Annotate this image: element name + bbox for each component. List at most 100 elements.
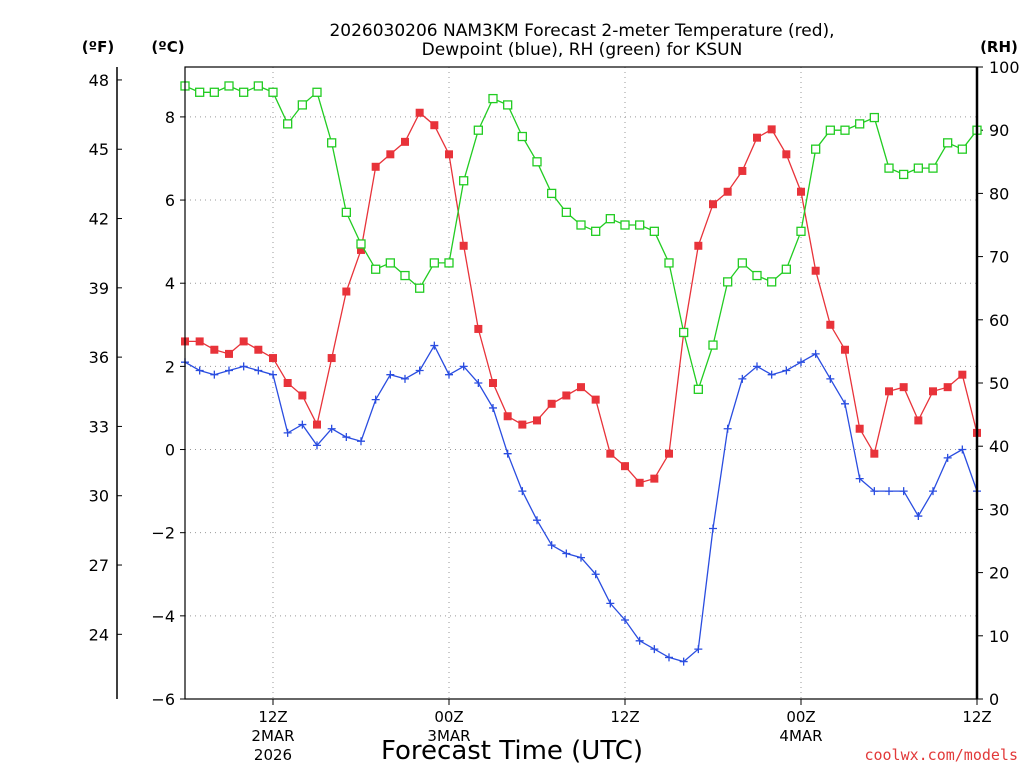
rh-marker <box>796 226 806 236</box>
temp-marker <box>870 449 879 458</box>
fahrenheit-tick-label: 45 <box>89 140 109 159</box>
series-line <box>184 85 978 392</box>
temp-marker <box>445 150 453 159</box>
temp-marker <box>723 187 732 196</box>
temp-marker <box>489 379 497 387</box>
rh-marker <box>283 119 293 129</box>
temp-marker <box>357 245 365 254</box>
rh-marker <box>664 258 674 268</box>
rh-tick-label: 90 <box>989 121 1009 140</box>
fahrenheit-unit-label: (ºF) <box>82 38 114 56</box>
rh-tick-label: 30 <box>989 500 1009 519</box>
celsius-tick-label: 4 <box>165 274 175 293</box>
temp-marker <box>855 424 864 433</box>
series-2 <box>180 81 982 394</box>
dewpoint-marker <box>621 616 629 624</box>
credit-text: coolwx.com/models <box>864 746 1018 764</box>
rh-marker <box>957 144 967 154</box>
temp-marker <box>635 478 644 487</box>
rh-marker <box>371 264 381 274</box>
rh-marker <box>884 163 894 173</box>
rh-marker <box>297 100 307 110</box>
rh-marker <box>327 138 337 148</box>
chart-title-line1: 2026030206 NAM3KM Forecast 2-meter Tempe… <box>329 21 834 41</box>
dewpoint-marker <box>870 487 879 496</box>
temp-marker <box>958 370 967 379</box>
rh-tick-label: 20 <box>989 564 1009 583</box>
dewpoint-marker <box>327 424 336 433</box>
dewpoint-marker <box>269 370 277 379</box>
temp-marker <box>797 187 805 196</box>
temp-marker <box>738 166 747 175</box>
rh-tick-label: 60 <box>989 311 1009 330</box>
rh-marker <box>517 131 527 142</box>
temp-marker <box>430 121 439 130</box>
temp-marker <box>650 474 659 483</box>
rh-marker <box>444 258 454 268</box>
rh-marker <box>840 125 850 135</box>
fahrenheit-tick-label: 27 <box>89 556 109 575</box>
temp-marker <box>459 241 468 250</box>
fahrenheit-tick-label: 42 <box>89 210 109 229</box>
dewpoint-marker <box>474 379 483 387</box>
temp-marker <box>313 420 321 429</box>
rh-tick-label: 100 <box>989 58 1020 77</box>
dewpoint-marker <box>767 370 776 379</box>
dewpoint-marker <box>665 653 673 662</box>
date-label: 2MAR <box>251 727 294 745</box>
dewpoint-marker <box>518 487 527 496</box>
dewpoint-marker <box>386 370 395 379</box>
temp-marker <box>269 354 277 363</box>
dewpoint-marker <box>679 657 688 666</box>
fahrenheit-tick-label: 24 <box>89 625 109 644</box>
temp-marker <box>415 108 424 117</box>
time-tick-label: 12Z <box>258 708 287 726</box>
rh-marker <box>488 93 498 104</box>
rh-marker <box>693 384 703 394</box>
rh-tick-label: 40 <box>989 437 1009 456</box>
temp-marker <box>621 462 629 471</box>
dewpoint-marker <box>225 366 233 375</box>
dewpoint-marker <box>533 516 541 525</box>
temp-marker <box>606 449 615 458</box>
temp-marker <box>503 412 512 421</box>
rh-marker <box>561 207 571 218</box>
temp-marker <box>195 337 204 346</box>
temp-marker <box>767 125 776 134</box>
dewpoint-marker <box>811 349 820 358</box>
rh-marker <box>503 100 513 110</box>
dewpoint-marker <box>782 366 791 375</box>
chart-title-line2: Dewpoint (blue), RH (green) for KSUN <box>422 40 743 60</box>
celsius-tick-label: −2 <box>151 524 175 543</box>
rh-marker <box>869 112 879 123</box>
dewpoint-marker <box>430 341 439 350</box>
temp-marker <box>342 287 351 296</box>
fahrenheit-tick-label: 36 <box>89 348 109 367</box>
rh-marker <box>209 87 219 97</box>
dewpoint-marker <box>401 374 409 383</box>
temp-marker <box>327 354 336 363</box>
temp-marker <box>547 399 556 408</box>
dewpoint-marker <box>929 487 937 496</box>
rh-marker <box>341 207 351 218</box>
dewpoint-marker <box>855 474 864 483</box>
series-0 <box>181 108 981 487</box>
rh-marker <box>855 119 865 129</box>
dewpoint-marker <box>195 366 204 375</box>
rh-marker <box>268 87 278 97</box>
rh-marker <box>400 270 410 281</box>
dewpoint-marker <box>298 420 307 429</box>
rh-marker <box>899 169 909 180</box>
rh-marker <box>723 277 733 287</box>
temp-marker <box>371 162 380 171</box>
rh-marker <box>679 327 689 338</box>
time-tick-label: 12Z <box>610 708 639 726</box>
rh-marker <box>781 264 791 274</box>
celsius-unit-label: (ºC) <box>151 38 184 56</box>
dewpoint-marker <box>885 487 893 496</box>
fahrenheit-axis: 48 45 42 39 36 33 30 27 24 <box>89 67 122 699</box>
dewpoint-marker <box>547 541 556 550</box>
rh-marker <box>547 188 557 199</box>
dewpoint-marker <box>709 524 717 533</box>
celsius-tick-label: 0 <box>165 441 175 460</box>
